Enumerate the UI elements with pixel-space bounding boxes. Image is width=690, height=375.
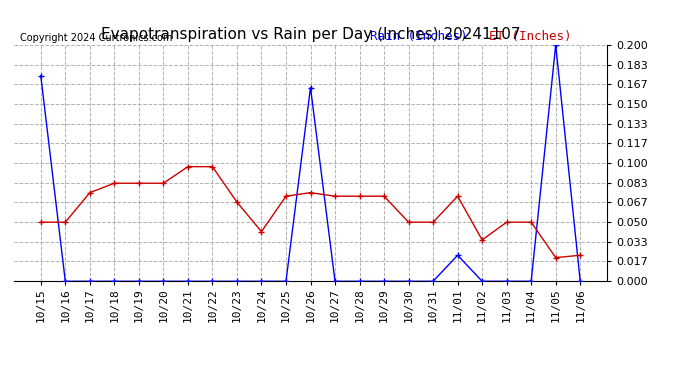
- ET (Inches): [453, 194, 462, 198]
- Rain (Inches): [331, 279, 339, 284]
- ET (Inches): [429, 220, 437, 224]
- Line: ET (Inches): ET (Inches): [37, 163, 584, 261]
- Rain (Inches): [208, 279, 217, 284]
- ET (Inches): [551, 255, 560, 260]
- Rain (Inches): [502, 279, 511, 284]
- ET (Inches): [208, 164, 217, 169]
- Title: Evapotranspiration vs Rain per Day (Inches) 20241107: Evapotranspiration vs Rain per Day (Inch…: [101, 27, 520, 42]
- Rain (Inches): [184, 279, 192, 284]
- Rain (Inches): [551, 43, 560, 47]
- Rain (Inches): [380, 279, 388, 284]
- Rain (Inches): [37, 74, 45, 78]
- Rain (Inches): [576, 279, 584, 284]
- Rain (Inches): [478, 279, 486, 284]
- ET (Inches): [184, 164, 192, 169]
- ET (Inches): [37, 220, 45, 224]
- Rain (Inches): [355, 279, 364, 284]
- ET (Inches): [110, 181, 119, 186]
- ET (Inches): [380, 194, 388, 198]
- Rain (Inches): [159, 279, 168, 284]
- Rain (Inches): [61, 279, 70, 284]
- ET (Inches): [306, 190, 315, 195]
- ET (Inches): [331, 194, 339, 198]
- ET (Inches): [404, 220, 413, 224]
- Rain (Inches): [135, 279, 143, 284]
- ET (Inches): [576, 253, 584, 258]
- Rain (Inches): [306, 85, 315, 90]
- Rain (Inches): [429, 279, 437, 284]
- Rain (Inches): [233, 279, 241, 284]
- Rain (Inches): [110, 279, 119, 284]
- Text: Rain (Inches): Rain (Inches): [370, 30, 467, 43]
- Rain (Inches): [282, 279, 290, 284]
- ET (Inches): [355, 194, 364, 198]
- ET (Inches): [282, 194, 290, 198]
- Rain (Inches): [86, 279, 94, 284]
- Rain (Inches): [257, 279, 266, 284]
- Text: Copyright 2024 Curtronics.com: Copyright 2024 Curtronics.com: [20, 33, 172, 43]
- ET (Inches): [478, 238, 486, 242]
- ET (Inches): [233, 200, 241, 204]
- ET (Inches): [257, 230, 266, 234]
- Rain (Inches): [453, 253, 462, 258]
- ET (Inches): [86, 190, 94, 195]
- Rain (Inches): [404, 279, 413, 284]
- ET (Inches): [527, 220, 535, 224]
- Rain (Inches): [527, 279, 535, 284]
- ET (Inches): [502, 220, 511, 224]
- ET (Inches): [61, 220, 70, 224]
- Line: Rain (Inches): Rain (Inches): [37, 42, 584, 285]
- Text: ET (Inches): ET (Inches): [489, 30, 571, 43]
- ET (Inches): [159, 181, 168, 186]
- ET (Inches): [135, 181, 143, 186]
